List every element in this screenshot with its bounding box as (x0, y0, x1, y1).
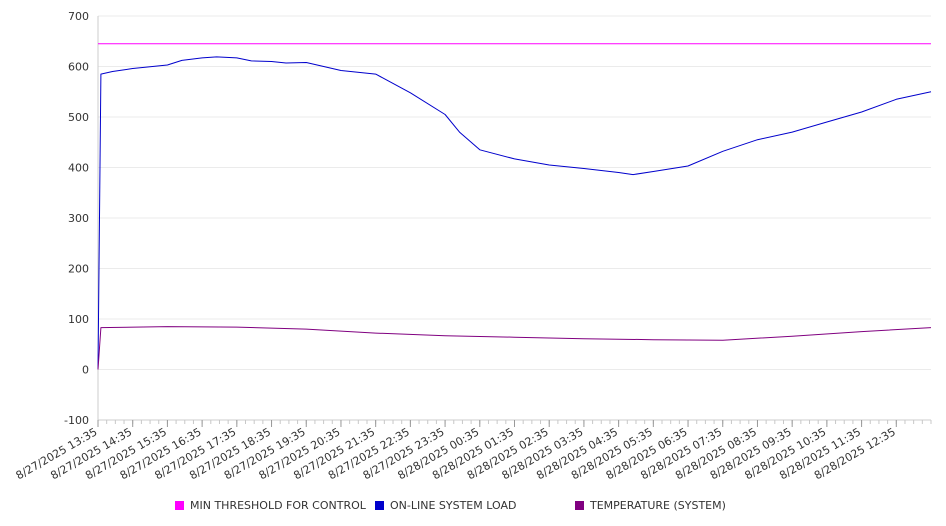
y-axis-tick-labels: 700 600 500 400 300 200 100 0 -100 (64, 10, 89, 427)
series-line-system-load (97, 56, 932, 370)
y-tick-label: 500 (68, 111, 89, 124)
y-tick-label: 200 (68, 263, 89, 276)
legend-item-threshold[interactable]: MIN THRESHOLD FOR CONTROL (175, 497, 366, 513)
axes (97, 16, 932, 427)
y-tick-label: -100 (64, 414, 89, 427)
chart-legend: MIN THRESHOLD FOR CONTROL ON-LINE SYSTEM… (0, 497, 946, 515)
x-axis-tick-labels: 8/27/2025 13:358/27/2025 14:358/27/2025 … (14, 425, 898, 482)
legend-item-temperature[interactable]: TEMPERATURE (SYSTEM) (575, 497, 726, 513)
y-tick-label: 100 (68, 313, 89, 326)
legend-swatch-temperature (575, 500, 584, 510)
grid-lines (98, 15, 931, 421)
legend-label-temperature: TEMPERATURE (SYSTEM) (590, 498, 726, 512)
y-tick-label: 600 (68, 61, 89, 74)
y-tick-label: 700 (68, 10, 89, 23)
y-tick-label: 0 (82, 364, 89, 377)
y-tick-label: 400 (68, 162, 89, 175)
legend-label-system-load: ON-LINE SYSTEM LOAD (390, 498, 517, 512)
y-tick-label: 300 (68, 212, 89, 225)
series-lines (97, 43, 932, 370)
legend-swatch-threshold (175, 500, 184, 510)
line-chart: 700 600 500 400 300 200 100 0 -100 8/27/2025 13:… (14, 10, 932, 482)
series-line-temperature (97, 326, 932, 370)
legend-label-threshold: MIN THRESHOLD FOR CONTROL (190, 498, 366, 512)
legend-swatch-system-load (375, 500, 384, 510)
legend-item-system-load[interactable]: ON-LINE SYSTEM LOAD (375, 497, 516, 513)
